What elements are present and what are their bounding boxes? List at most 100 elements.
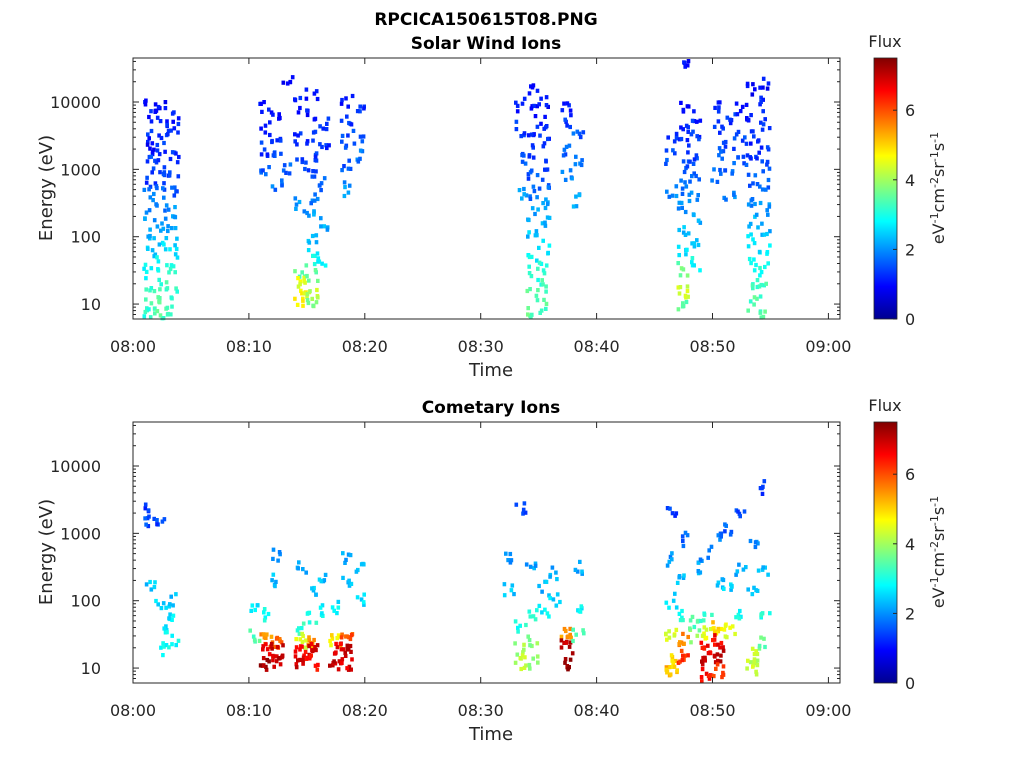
flux-cell	[279, 151, 283, 156]
flux-cell	[747, 224, 751, 229]
flux-cell	[529, 168, 534, 173]
flux-cell	[579, 604, 584, 609]
flux-cell	[153, 580, 157, 585]
flux-cell	[163, 106, 168, 111]
flux-cell	[546, 185, 551, 190]
flux-cell	[305, 139, 310, 144]
flux-cell	[723, 144, 728, 149]
flux-cell	[753, 214, 757, 219]
flux-cell	[546, 136, 550, 142]
flux-cell	[686, 653, 690, 658]
flux-cell	[530, 143, 535, 148]
flux-cell	[563, 177, 568, 182]
flux-cell	[522, 501, 527, 506]
flux-cell	[681, 127, 685, 132]
flux-cell	[156, 268, 161, 273]
flux-cell	[531, 155, 536, 160]
flux-cell	[146, 508, 151, 513]
y-tick-label: 10000	[50, 457, 101, 476]
flux-cell	[157, 277, 161, 282]
flux-cell	[290, 75, 295, 80]
flux-cell	[358, 148, 363, 153]
flux-cell	[717, 153, 721, 158]
flux-cell	[315, 196, 320, 202]
flux-cell	[251, 634, 256, 639]
flux-cell	[332, 608, 336, 613]
flux-cell	[305, 141, 309, 146]
flux-cell	[523, 510, 528, 515]
flux-cell	[744, 141, 749, 146]
flux-cell	[257, 638, 262, 643]
flux-cell	[259, 101, 263, 106]
flux-cell	[669, 653, 674, 658]
flux-cell	[341, 647, 346, 652]
flux-cell	[681, 631, 685, 636]
flux-cell	[730, 583, 734, 589]
flux-cell	[710, 612, 714, 617]
flux-cell	[688, 179, 692, 184]
flux-cell	[723, 139, 728, 145]
flux-cell	[148, 315, 153, 320]
flux-cell	[520, 653, 525, 658]
flux-cell	[738, 109, 743, 114]
flux-cell	[343, 145, 348, 150]
flux-cell	[163, 216, 168, 221]
flux-cell	[724, 523, 728, 528]
flux-cell	[765, 145, 770, 150]
flux-cell	[704, 671, 709, 676]
flux-cell	[721, 149, 726, 154]
flux-cell	[316, 259, 320, 264]
flux-cell	[173, 215, 178, 220]
flux-cell	[754, 669, 758, 674]
flux-cell	[578, 609, 583, 614]
flux-cell	[716, 658, 720, 663]
x-axis-label: Time	[468, 360, 513, 381]
x-tick-label: 08:30	[458, 701, 504, 720]
flux-cell	[751, 181, 755, 186]
flux-cell	[168, 266, 173, 272]
figure-title: RPCICA150615T08.PNG	[374, 10, 597, 30]
flux-cell	[528, 564, 533, 569]
flux-cell	[159, 228, 163, 233]
flux-cell	[686, 129, 690, 134]
flux-cell	[695, 238, 699, 243]
flux-cell	[529, 274, 534, 279]
flux-cell	[296, 658, 300, 663]
flux-cell	[564, 144, 569, 149]
flux-cell	[740, 104, 745, 109]
flux-cell	[533, 563, 538, 568]
flux-cell	[679, 648, 684, 653]
flux-cell	[280, 655, 284, 660]
flux-cell	[719, 149, 723, 154]
flux-cell	[571, 131, 576, 136]
x-axis-ticks: 08:00 08:10 08:20 08:30 08:40 08:50 09:00	[110, 58, 851, 356]
flux-cell	[311, 130, 316, 135]
flux-cell	[700, 645, 705, 650]
flux-cell	[759, 99, 763, 104]
flux-cell	[335, 645, 340, 650]
flux-cell	[716, 642, 720, 647]
flux-cell	[761, 169, 765, 174]
flux-cell	[162, 626, 166, 631]
x-tick-label: 09:00	[805, 337, 851, 356]
colorbar-ticks: 0 2 4 6	[893, 101, 915, 329]
flux-cell	[716, 626, 721, 631]
flux-cell	[551, 597, 556, 602]
flux-cell	[716, 580, 721, 585]
flux-cell	[294, 206, 298, 211]
flux-cell	[527, 638, 532, 643]
flux-cell	[529, 132, 534, 137]
flux-cell	[271, 658, 275, 663]
flux-cell	[550, 565, 555, 570]
flux-cell	[540, 278, 544, 283]
flux-cell	[347, 183, 352, 188]
flux-cell	[681, 618, 685, 623]
flux-cell	[719, 640, 724, 646]
colorbar-units: eV-1cm-2sr-1s-1	[928, 132, 948, 244]
flux-cell	[755, 278, 760, 283]
flux-cell	[674, 658, 678, 664]
flux-cell	[688, 618, 693, 623]
flux-cell	[303, 280, 307, 285]
flux-cell	[728, 121, 733, 126]
flux-cell	[675, 580, 680, 585]
